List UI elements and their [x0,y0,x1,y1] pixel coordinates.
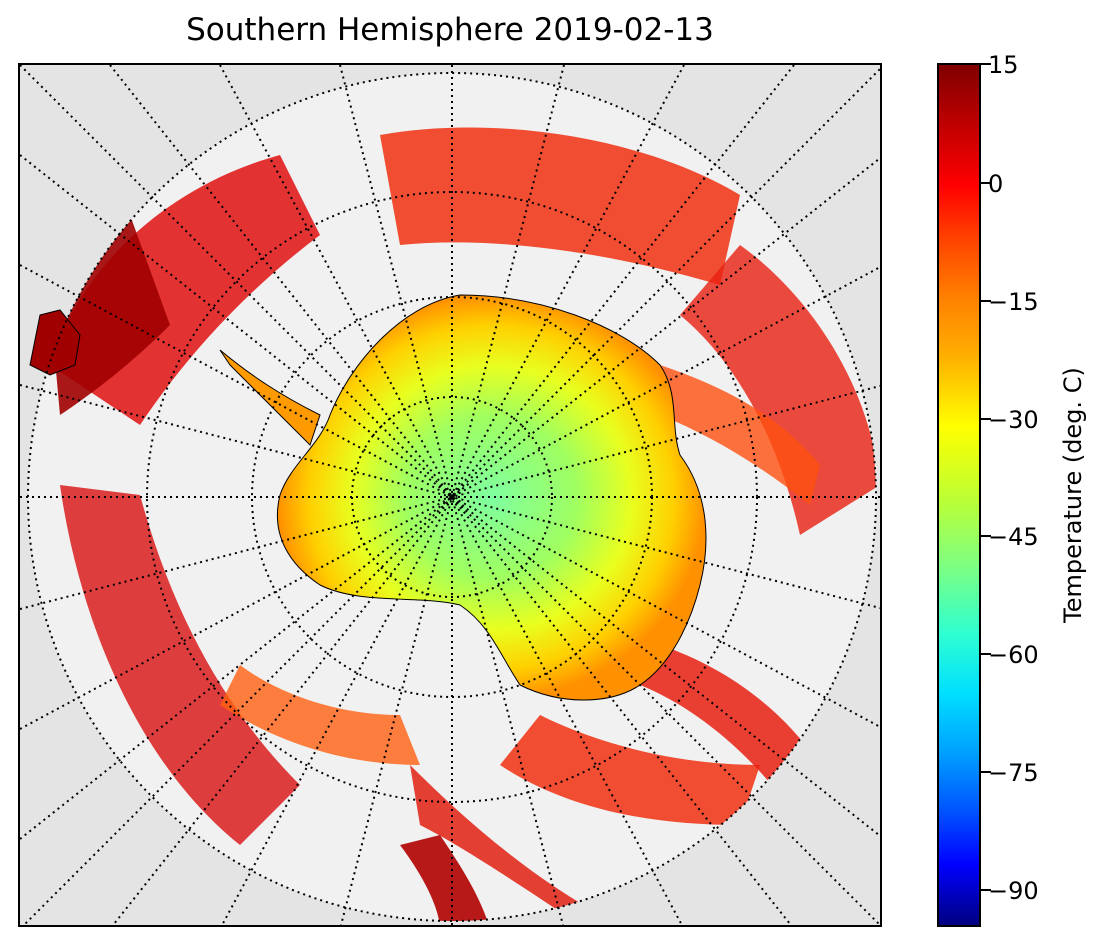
colorbar-tick-label: 0 [988,170,1004,198]
colorbar-tick-label: −60 [988,641,1039,669]
colorbar-tick-label: 15 [988,51,1019,79]
colorbar-tick [981,182,991,184]
antarctica-landmass [276,294,707,701]
colorbar-tick-label: −45 [988,523,1039,551]
colorbar-tick [981,300,991,302]
colorbar-tick [981,63,991,65]
temperature-field [50,127,876,921]
south-america-tip [29,309,81,376]
colorbar-tick-label: −75 [988,759,1039,787]
colorbar-tick [981,771,991,773]
polar-map [20,65,880,925]
graticule [20,65,880,925]
colorbar-tick-label: −15 [988,288,1039,316]
antarctic-peninsula [219,349,321,446]
temperature-colorbar [937,63,981,927]
colorbar-tick [981,535,991,537]
map-panel [18,63,882,927]
colorbar-tick [981,889,991,891]
chart-title: Southern Hemisphere 2019-02-13 [186,12,714,48]
colorbar-label: Temperature (deg. C) [1059,367,1087,623]
colorbar-tick [981,653,991,655]
colorbar-tick-label: −30 [988,406,1039,434]
colorbar-tick [981,418,991,420]
colorbar-tick-label: −90 [988,877,1039,905]
